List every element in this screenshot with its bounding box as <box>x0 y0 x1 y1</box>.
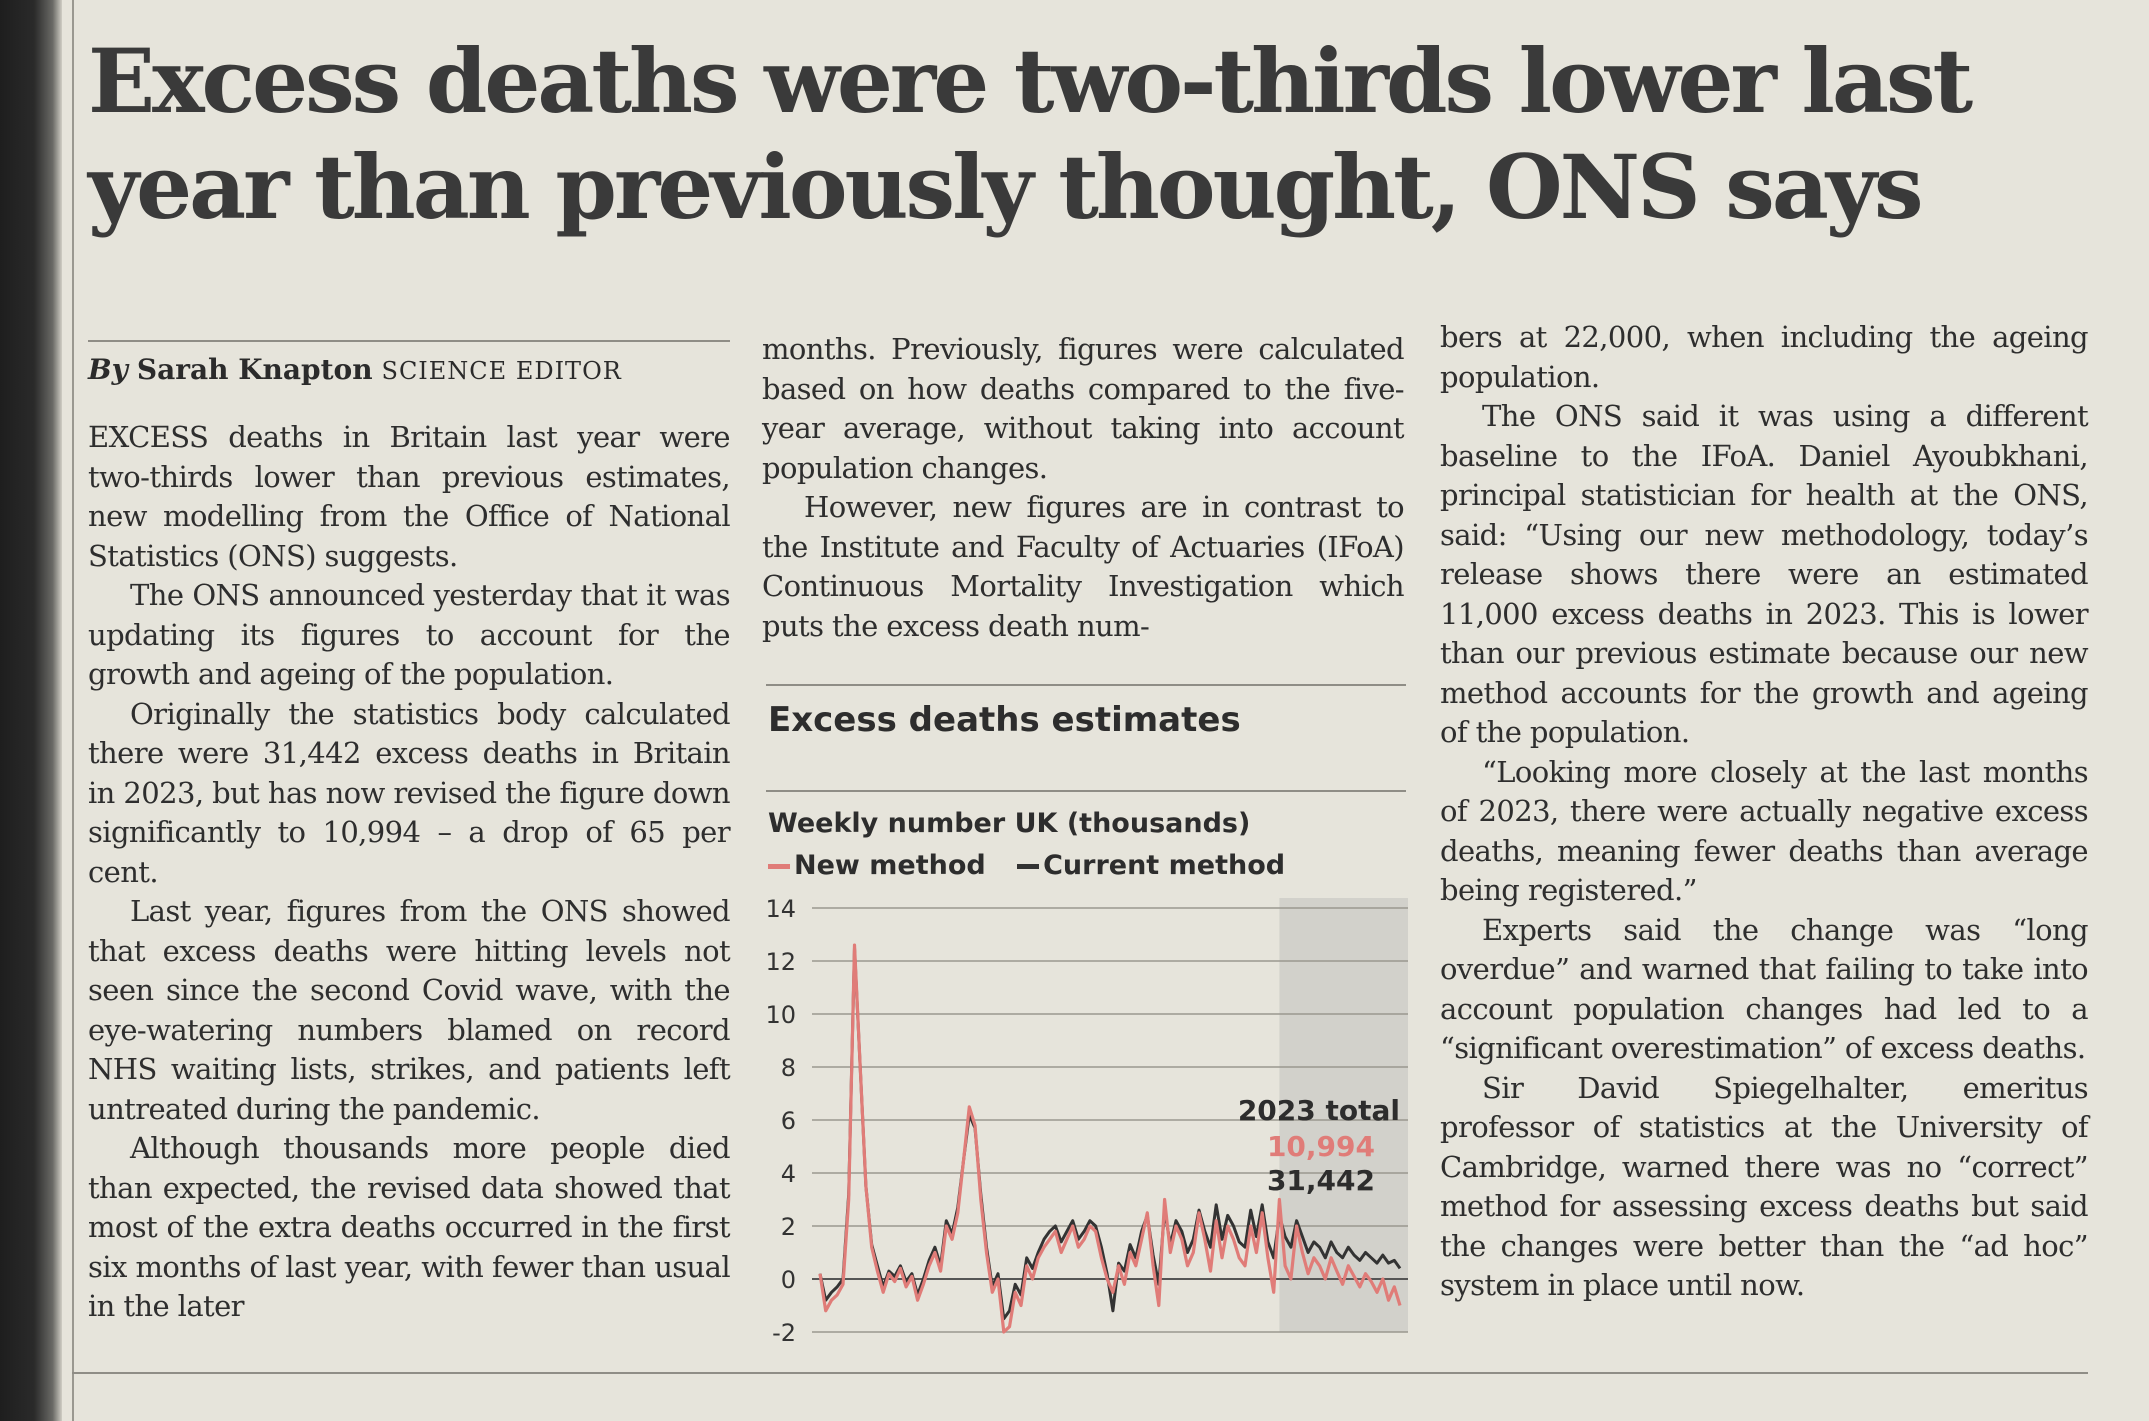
paragraph: The ONS said it was using a different ba… <box>1440 399 2089 749</box>
series-line-new-method <box>818 943 1402 1334</box>
chart-legend: New method Current method <box>768 850 1307 881</box>
y-tick-label: 8 <box>781 1054 796 1082</box>
byline-name: Sarah Knapton <box>136 353 373 386</box>
byline-rule <box>88 340 730 342</box>
paragraph: EXCESS deaths in Britain last year were … <box>88 420 731 573</box>
chart-title: Excess deaths estimates <box>768 700 1241 740</box>
legend-label-new: New method <box>794 850 986 881</box>
annotation-2023-total: 2023 total <box>1237 1094 1400 1127</box>
y-tick-label: 14 <box>765 895 796 923</box>
article-column-3: bers at 22,000, when including the agein… <box>1440 318 2089 1306</box>
byline-role: SCIENCE EDITOR <box>381 357 622 385</box>
y-tick-label: 0 <box>781 1266 796 1294</box>
paragraph: bers at 22,000, when including the agein… <box>1440 320 2089 394</box>
headline: Excess deaths were two-thirds lower last… <box>88 29 1973 239</box>
excess-deaths-chart: -2 0 2 4 6 8 10 12 14 <box>765 895 1408 1347</box>
bottom-rule <box>72 1372 2088 1374</box>
byline: By Sarah Knapton SCIENCE EDITOR <box>88 352 728 389</box>
article-column-2: months. Previously, figures were calcula… <box>762 330 1405 646</box>
y-tick-label: 4 <box>781 1160 796 1188</box>
y-tick-label: 10 <box>765 1001 796 1029</box>
paragraph: Although thousands more people died than… <box>88 1131 731 1323</box>
page-fold-shadow <box>0 0 62 1421</box>
chart-title-rule <box>766 790 1406 792</box>
annotation-new-value: 10,994 <box>1266 1130 1375 1163</box>
y-tick-label: -2 <box>772 1319 796 1347</box>
y-tick-label: 12 <box>765 948 796 976</box>
legend-swatch-new <box>768 864 790 869</box>
legend-label-current: Current method <box>1043 850 1286 881</box>
paragraph: The ONS announced yesterday that it was … <box>88 578 731 691</box>
chart-ylabel: Weekly number UK (thousands) <box>768 808 1251 839</box>
byline-by: By <box>88 353 128 386</box>
paragraph: “Looking more closely at the last months… <box>1440 754 2089 908</box>
legend-current-method: Current method <box>1017 850 1285 881</box>
legend-swatch-current <box>1017 864 1040 869</box>
paragraph: months. Previously, figures were calcula… <box>762 332 1405 485</box>
paragraph: Last year, figures from the ONS showed t… <box>88 894 731 1126</box>
y-tick-label: 6 <box>781 1107 796 1135</box>
column-rule <box>72 0 74 1421</box>
annotation-current-value: 31,442 <box>1266 1164 1375 1197</box>
paragraph: However, new figures are in contrast to … <box>762 490 1405 643</box>
paragraph: Sir David Spiegelhalter, emeritus profes… <box>1440 1070 2089 1303</box>
article-column-1: EXCESS deaths in Britain last year were … <box>88 418 731 1327</box>
legend-new-method: New method <box>768 850 986 881</box>
paragraph: Experts said the change was “long overdu… <box>1440 912 2089 1066</box>
chart-top-rule <box>766 684 1406 686</box>
paragraph: Originally the statistics body calculate… <box>88 696 731 889</box>
y-tick-label: 2 <box>781 1213 796 1241</box>
